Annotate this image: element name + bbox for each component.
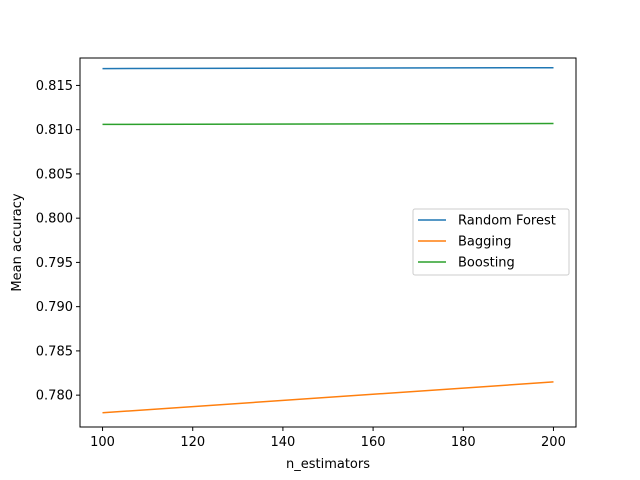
y-tick-label: 0.780 <box>36 389 73 404</box>
legend-label: Random Forest <box>458 214 556 229</box>
x-axis-ticks: 100 120 140 160 180 200 <box>90 427 566 450</box>
y-axis-label: Mean accuracy <box>10 193 25 292</box>
y-tick-label: 0.805 <box>36 167 73 182</box>
x-tick-label: 180 <box>451 435 476 450</box>
series-layer <box>102 66 554 414</box>
x-axis-label: n_estimators <box>286 457 370 472</box>
y-tick-label: 0.785 <box>36 344 73 359</box>
x-tick-label: 160 <box>361 435 386 450</box>
legend: Random Forest Bagging Boosting <box>412 208 570 276</box>
y-tick-label: 0.800 <box>36 212 73 227</box>
x-tick-label: 200 <box>541 435 566 450</box>
y-tick-label: 0.795 <box>36 256 73 271</box>
y-tick-label: 0.810 <box>36 123 73 138</box>
x-tick-label: 100 <box>90 435 115 450</box>
series-line-2 <box>102 122 554 126</box>
x-tick-label: 120 <box>180 435 205 450</box>
plot-area-frame <box>79 57 577 428</box>
legend-box <box>412 208 570 276</box>
y-axis-ticks: 0.780 0.785 0.790 0.795 0.800 0.805 0.810 0.815 <box>36 79 80 404</box>
y-tick-label: 0.815 <box>36 79 73 94</box>
y-tick-label: 0.790 <box>36 300 73 315</box>
x-tick-label: 140 <box>270 435 295 450</box>
series-line-1 <box>102 381 554 414</box>
legend-label: Bagging <box>458 235 512 250</box>
legend-label: Boosting <box>458 256 515 271</box>
series-line-0 <box>102 66 554 70</box>
